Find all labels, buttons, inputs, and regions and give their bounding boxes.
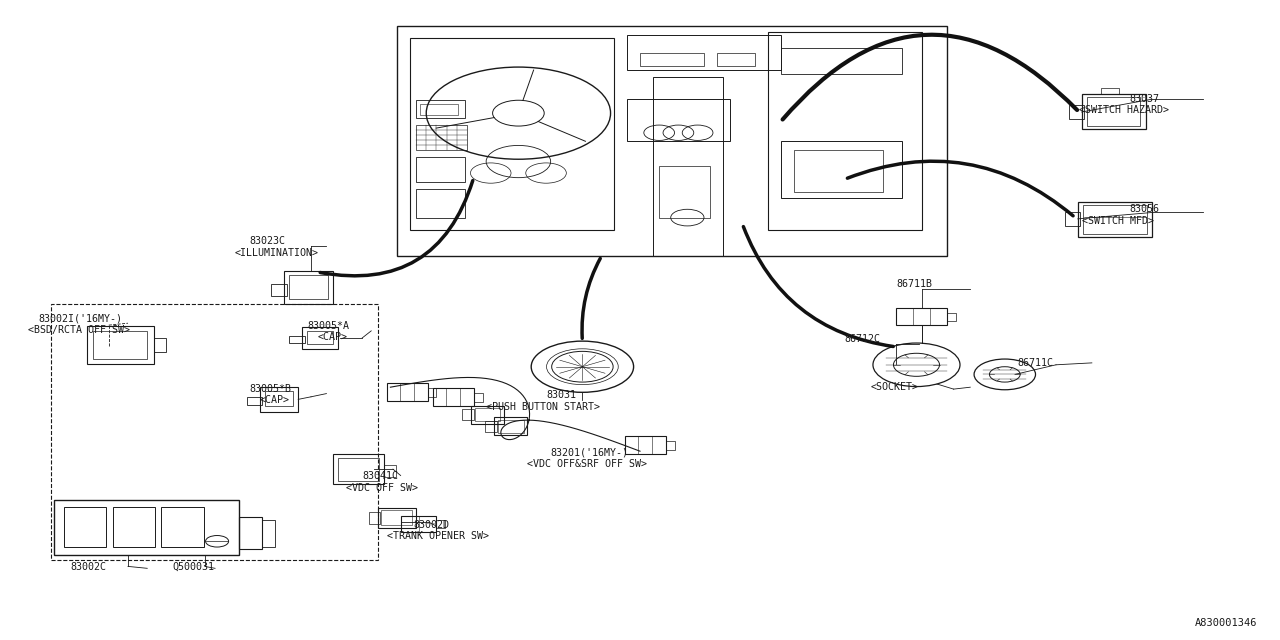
Text: 83005*A: 83005*A bbox=[307, 321, 349, 331]
Bar bbox=[381, 510, 412, 525]
Text: 86712C: 86712C bbox=[845, 334, 881, 344]
Bar bbox=[781, 48, 902, 74]
Bar bbox=[416, 125, 467, 150]
Bar bbox=[387, 383, 428, 401]
Bar bbox=[289, 275, 328, 299]
Text: 83041C: 83041C bbox=[362, 471, 398, 481]
Bar bbox=[247, 397, 262, 406]
Text: 83023C: 83023C bbox=[250, 236, 285, 246]
Bar bbox=[284, 271, 333, 304]
Bar bbox=[666, 441, 675, 450]
Bar bbox=[416, 100, 465, 118]
Bar bbox=[302, 327, 338, 349]
Text: 83037: 83037 bbox=[1129, 93, 1158, 104]
Text: <PUSH BUTTON START>: <PUSH BUTTON START> bbox=[486, 401, 600, 412]
Bar bbox=[64, 507, 106, 547]
Bar bbox=[475, 408, 500, 421]
Bar bbox=[428, 388, 436, 397]
Text: 83002C: 83002C bbox=[70, 561, 106, 572]
Bar bbox=[93, 332, 147, 359]
Text: 83002D: 83002D bbox=[413, 520, 449, 530]
Text: <VDC OFF&SRF OFF SW>: <VDC OFF&SRF OFF SW> bbox=[527, 459, 648, 469]
Bar bbox=[625, 436, 666, 454]
Text: <CAP>: <CAP> bbox=[260, 395, 289, 405]
Bar bbox=[498, 420, 524, 433]
Text: <BSD/RCTA OFF SW>: <BSD/RCTA OFF SW> bbox=[28, 324, 131, 335]
Bar bbox=[474, 393, 483, 402]
Bar bbox=[1069, 104, 1084, 119]
Bar bbox=[494, 417, 527, 435]
Text: 83056: 83056 bbox=[1129, 204, 1158, 214]
Bar bbox=[416, 157, 465, 182]
Text: <SOCKET>: <SOCKET> bbox=[870, 381, 919, 392]
Bar bbox=[659, 166, 710, 218]
Bar bbox=[338, 458, 379, 481]
Text: 83031: 83031 bbox=[547, 390, 576, 400]
Bar bbox=[87, 326, 154, 364]
Bar bbox=[1087, 97, 1140, 126]
Text: <SWITCH MFD>: <SWITCH MFD> bbox=[1082, 216, 1153, 226]
Bar bbox=[781, 141, 902, 198]
Text: 83005*B: 83005*B bbox=[250, 383, 292, 394]
Text: A830001346: A830001346 bbox=[1194, 618, 1257, 628]
Bar bbox=[369, 511, 380, 524]
Bar bbox=[239, 517, 262, 549]
Bar bbox=[627, 35, 781, 70]
Bar bbox=[378, 508, 416, 528]
Bar bbox=[416, 189, 465, 218]
Bar bbox=[640, 53, 704, 66]
Bar bbox=[717, 53, 755, 66]
Bar bbox=[1078, 202, 1152, 237]
Text: <CAP>: <CAP> bbox=[317, 332, 347, 342]
Bar bbox=[265, 391, 293, 406]
Bar bbox=[768, 32, 922, 230]
Bar bbox=[462, 410, 474, 420]
Bar bbox=[289, 336, 305, 343]
Bar bbox=[436, 520, 445, 529]
Bar bbox=[420, 104, 458, 115]
Bar bbox=[384, 465, 396, 477]
Text: 83201('16MY-): 83201('16MY-) bbox=[550, 447, 628, 458]
Bar bbox=[401, 516, 436, 532]
Bar bbox=[161, 507, 204, 547]
Text: <TRANK OPENER SW>: <TRANK OPENER SW> bbox=[387, 531, 489, 541]
Text: 86711C: 86711C bbox=[1018, 358, 1053, 368]
Bar bbox=[113, 507, 155, 547]
Bar bbox=[947, 312, 956, 321]
Bar bbox=[154, 337, 166, 353]
Bar bbox=[627, 99, 730, 141]
Bar bbox=[333, 454, 384, 484]
Bar bbox=[307, 331, 333, 344]
Bar bbox=[54, 500, 239, 555]
Text: 86711B: 86711B bbox=[896, 279, 932, 289]
Bar bbox=[653, 77, 723, 256]
Bar bbox=[794, 150, 883, 192]
Bar bbox=[896, 308, 947, 325]
Bar bbox=[1065, 212, 1080, 226]
Bar bbox=[433, 388, 474, 406]
Bar bbox=[471, 406, 504, 424]
Text: <VDC OFF SW>: <VDC OFF SW> bbox=[346, 483, 417, 493]
Text: <ILLUMINATION>: <ILLUMINATION> bbox=[234, 248, 319, 258]
Bar bbox=[410, 38, 614, 230]
Bar bbox=[485, 421, 497, 431]
Bar bbox=[1101, 88, 1119, 94]
Bar bbox=[1082, 94, 1146, 129]
Bar bbox=[262, 520, 275, 547]
Bar bbox=[1083, 205, 1147, 234]
Bar bbox=[397, 26, 947, 256]
Bar bbox=[51, 304, 378, 560]
Bar bbox=[260, 387, 298, 412]
Text: <SWITCH HAZARD>: <SWITCH HAZARD> bbox=[1079, 105, 1169, 115]
Bar bbox=[271, 284, 287, 296]
Text: Q500031: Q500031 bbox=[173, 561, 215, 572]
Text: 83002I('16MY-): 83002I('16MY-) bbox=[38, 313, 123, 323]
